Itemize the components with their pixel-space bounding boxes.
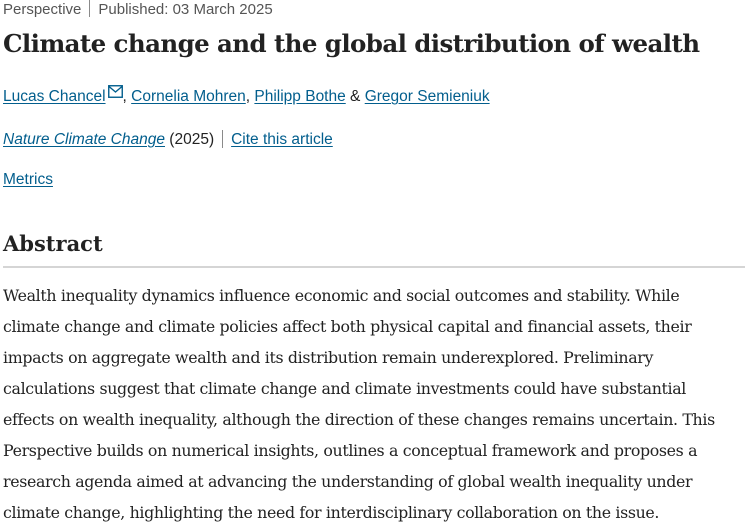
author-ampersand: & xyxy=(350,88,361,105)
publication-date: Published: 03 March 2025 xyxy=(98,1,273,18)
journal-divider xyxy=(222,130,224,148)
metrics-section: Metrics xyxy=(3,170,53,190)
author-link-2[interactable]: Cornelia Mohren xyxy=(131,88,246,105)
abstract-line: climate change, highlighting the need fo… xyxy=(3,503,660,522)
abstract-line: research agenda aimed at advancing the u… xyxy=(3,472,693,491)
abstract-line: impacts on aggregate wealth and its dist… xyxy=(3,348,654,367)
abstract-line: effects on wealth inequality, although t… xyxy=(3,410,715,429)
metrics-link[interactable]: Metrics xyxy=(3,171,53,188)
cite-article-link[interactable]: Cite this article xyxy=(231,131,333,148)
journal-name-link[interactable]: Nature Climate Change xyxy=(3,131,165,148)
article-meta: Perspective Published: 03 March 2025 xyxy=(3,0,273,20)
abstract-line: calculations suggest that climate change… xyxy=(3,379,687,398)
abstract-line: climate change and climate policies affe… xyxy=(3,317,692,336)
mail-icon[interactable] xyxy=(107,85,123,98)
abstract-text: Wealth inequality dynamics influence eco… xyxy=(3,280,745,528)
author-list: Lucas Chancel, Cornelia Mohren, Philipp … xyxy=(3,85,490,107)
author-separator: , xyxy=(122,88,127,105)
publication-year: (2025) xyxy=(169,131,215,148)
article-title: Climate change and the global distributi… xyxy=(3,29,700,58)
article-type: Perspective xyxy=(3,1,82,18)
journal-info: Nature Climate Change (2025) Cite this ar… xyxy=(3,130,333,150)
abstract-heading: Abstract xyxy=(3,231,103,256)
meta-divider xyxy=(89,0,91,17)
abstract-line: Perspective builds on numerical insights… xyxy=(3,441,698,460)
author-separator: , xyxy=(245,88,251,105)
abstract-line: Wealth inequality dynamics influence eco… xyxy=(3,286,680,305)
abstract-divider xyxy=(3,266,745,268)
author-link-1[interactable]: Lucas Chancel xyxy=(3,88,106,105)
author-link-3[interactable]: Philipp Bothe xyxy=(254,88,346,105)
author-link-4[interactable]: Gregor Semieniuk xyxy=(364,88,490,105)
